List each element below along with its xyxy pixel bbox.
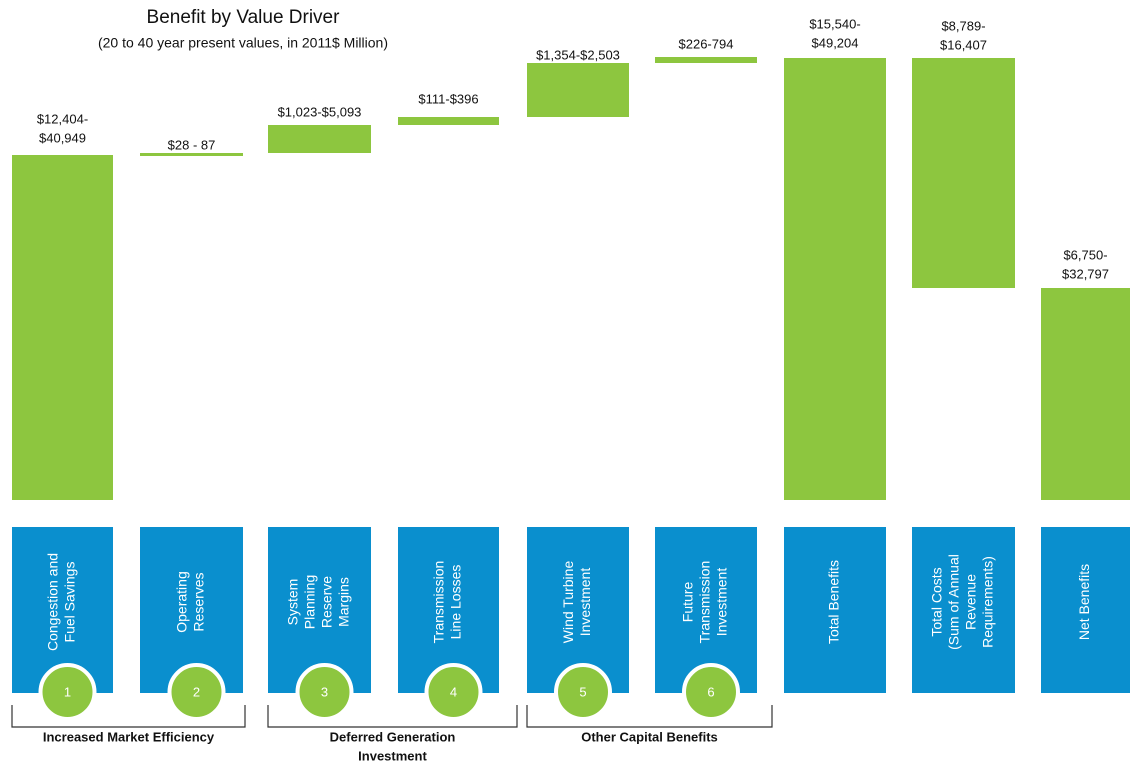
category-label: Operating — [174, 571, 190, 632]
range-label: $28 - 87 — [168, 137, 216, 152]
category-box — [1041, 527, 1130, 693]
category-label: Requirements) — [980, 556, 996, 648]
category-label: (Sum of Annual — [946, 554, 962, 650]
category-label: Total Costs — [929, 567, 945, 636]
bar — [527, 63, 629, 117]
category-box — [784, 527, 886, 693]
category-label: Reserves — [191, 572, 207, 631]
category-label: Revenue — [963, 574, 979, 630]
category-label: Congestion and — [45, 553, 61, 651]
category-label: Investment — [714, 568, 730, 637]
range-label: $12,404- — [37, 111, 88, 126]
badge-number: 1 — [64, 684, 71, 699]
category-label: System — [285, 579, 301, 626]
badge-number: 5 — [579, 684, 586, 699]
range-label: $40,949 — [39, 130, 86, 145]
range-label: $32,797 — [1062, 266, 1109, 281]
category-label: Reserve — [319, 576, 335, 628]
badge — [682, 663, 740, 721]
group-label: Deferred Generation — [330, 729, 456, 744]
bar — [1041, 288, 1130, 500]
category-label: Planning — [302, 575, 318, 630]
badge — [295, 663, 354, 721]
bar — [12, 155, 113, 500]
badge-number: 6 — [707, 684, 714, 699]
range-label: $1,023-$5,093 — [278, 104, 362, 119]
range-label: $226-794 — [679, 36, 734, 51]
category-label: Net Benefits — [1076, 564, 1092, 640]
badge-number: 2 — [193, 684, 200, 699]
group-bracket — [526, 705, 773, 728]
badge — [38, 663, 97, 721]
bar — [655, 57, 757, 63]
range-label: $1,354-$2,503 — [536, 47, 620, 62]
group-label: Other Capital Benefits — [581, 729, 718, 744]
range-label: $8,789- — [941, 18, 985, 33]
group-bracket — [267, 705, 518, 728]
badge-number: 3 — [321, 684, 328, 699]
range-label: $15,540- — [809, 16, 860, 31]
bar — [784, 58, 886, 500]
group-label: Increased Market Efficiency — [43, 729, 215, 744]
group-label: Investment — [358, 748, 427, 763]
bar — [912, 58, 1015, 288]
category-label: Investment — [577, 568, 593, 637]
category-label: Total Benefits — [826, 560, 842, 644]
bar — [268, 125, 371, 153]
category-label: Future — [680, 582, 696, 623]
badge — [424, 663, 483, 721]
category-label: Fuel Savings — [62, 562, 78, 643]
badge-number: 4 — [450, 684, 457, 699]
category-box — [912, 527, 1015, 693]
category-label: Transmission — [697, 561, 713, 644]
range-label: $16,407 — [940, 37, 987, 52]
chart-subtitle: (20 to 40 year present values, in 2011$ … — [98, 35, 388, 51]
group-bracket — [11, 705, 246, 728]
chart-title: Benefit by Value Driver — [147, 7, 341, 28]
badge — [167, 663, 226, 721]
range-label: $6,750- — [1063, 247, 1107, 262]
bar — [398, 117, 499, 125]
category-label: Wind Turbine — [560, 561, 576, 644]
badge — [554, 663, 612, 721]
category-label: Margins — [336, 577, 352, 627]
range-label: $111-$396 — [418, 91, 478, 106]
category-label: Line Losses — [448, 565, 464, 640]
bar — [140, 153, 243, 156]
category-label: Transmission — [431, 561, 447, 644]
range-label: $49,204 — [812, 35, 859, 50]
